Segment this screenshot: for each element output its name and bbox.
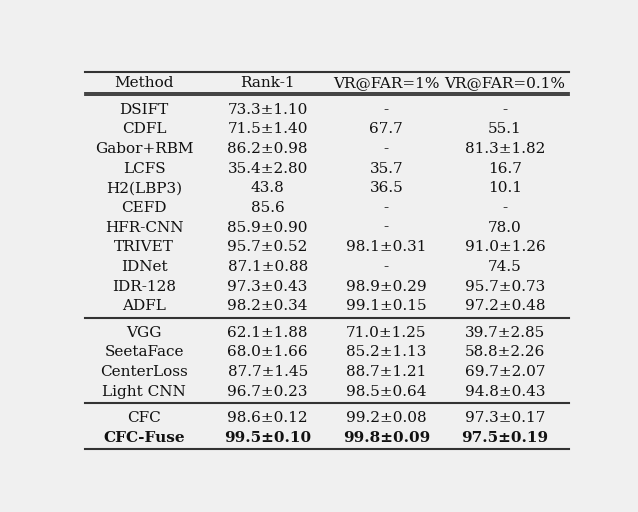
Text: 35.7: 35.7 [369, 162, 403, 176]
Text: 98.1±0.31: 98.1±0.31 [346, 240, 427, 254]
Text: 86.2±0.98: 86.2±0.98 [227, 142, 308, 156]
Text: CFC: CFC [127, 411, 161, 425]
Text: -: - [383, 201, 389, 215]
Text: 97.2±0.48: 97.2±0.48 [464, 299, 545, 313]
Text: -: - [383, 221, 389, 234]
Text: -: - [502, 201, 508, 215]
Text: -: - [502, 102, 508, 117]
Text: SeetaFace: SeetaFace [104, 346, 184, 359]
Text: 55.1: 55.1 [488, 122, 522, 136]
Text: 97.3±0.17: 97.3±0.17 [465, 411, 545, 425]
Text: VR@FAR=0.1%: VR@FAR=0.1% [445, 76, 565, 90]
Text: 68.0±1.66: 68.0±1.66 [227, 346, 308, 359]
Text: 98.6±0.12: 98.6±0.12 [227, 411, 308, 425]
Text: ADFL: ADFL [122, 299, 166, 313]
Text: 74.5: 74.5 [488, 260, 522, 274]
Text: 39.7±2.85: 39.7±2.85 [465, 326, 545, 340]
Text: 98.9±0.29: 98.9±0.29 [346, 280, 427, 293]
Text: -: - [383, 102, 389, 117]
Text: VR@FAR=1%: VR@FAR=1% [333, 76, 440, 90]
Text: 43.8: 43.8 [251, 181, 285, 195]
Text: 71.0±1.25: 71.0±1.25 [346, 326, 427, 340]
Text: LCFS: LCFS [122, 162, 165, 176]
Text: -: - [383, 260, 389, 274]
Text: TRIVET: TRIVET [114, 240, 174, 254]
Text: 36.5: 36.5 [369, 181, 403, 195]
Text: 87.7±1.45: 87.7±1.45 [228, 365, 308, 379]
Text: VGG: VGG [126, 326, 162, 340]
Text: 87.1±0.88: 87.1±0.88 [228, 260, 308, 274]
Text: 85.2±1.13: 85.2±1.13 [346, 346, 426, 359]
Text: CDFL: CDFL [122, 122, 167, 136]
Text: 98.5±0.64: 98.5±0.64 [346, 385, 427, 399]
Text: 62.1±1.88: 62.1±1.88 [227, 326, 308, 340]
Text: HFR-CNN: HFR-CNN [105, 221, 183, 234]
Text: Gabor+RBM: Gabor+RBM [95, 142, 193, 156]
Text: CEFD: CEFD [121, 201, 167, 215]
Text: 97.5±0.19: 97.5±0.19 [461, 431, 549, 445]
Text: 10.1: 10.1 [488, 181, 522, 195]
Text: 95.7±0.73: 95.7±0.73 [465, 280, 545, 293]
Text: 98.2±0.34: 98.2±0.34 [227, 299, 308, 313]
Text: 88.7±1.21: 88.7±1.21 [346, 365, 426, 379]
Text: 73.3±1.10: 73.3±1.10 [228, 102, 308, 117]
Text: 91.0±1.26: 91.0±1.26 [464, 240, 545, 254]
Text: 97.3±0.43: 97.3±0.43 [228, 280, 308, 293]
Text: 95.7±0.52: 95.7±0.52 [228, 240, 308, 254]
Text: 69.7±2.07: 69.7±2.07 [464, 365, 545, 379]
Text: 85.9±0.90: 85.9±0.90 [227, 221, 308, 234]
Text: H2(LBP3): H2(LBP3) [106, 181, 182, 195]
Text: DSIFT: DSIFT [119, 102, 168, 117]
Text: CenterLoss: CenterLoss [100, 365, 188, 379]
Text: Light CNN: Light CNN [102, 385, 186, 399]
Text: 81.3±1.82: 81.3±1.82 [465, 142, 545, 156]
Text: IDR-128: IDR-128 [112, 280, 176, 293]
Text: 99.5±0.10: 99.5±0.10 [224, 431, 311, 445]
Text: 16.7: 16.7 [488, 162, 522, 176]
Text: Rank-1: Rank-1 [241, 76, 295, 90]
Text: 85.6: 85.6 [251, 201, 285, 215]
Text: 96.7±0.23: 96.7±0.23 [227, 385, 308, 399]
Text: 58.8±2.26: 58.8±2.26 [465, 346, 545, 359]
Text: 71.5±1.40: 71.5±1.40 [227, 122, 308, 136]
Text: CFC-Fuse: CFC-Fuse [103, 431, 185, 445]
Text: 67.7: 67.7 [369, 122, 403, 136]
Text: 78.0: 78.0 [488, 221, 522, 234]
Text: -: - [383, 142, 389, 156]
Text: 99.8±0.09: 99.8±0.09 [343, 431, 430, 445]
Text: 35.4±2.80: 35.4±2.80 [228, 162, 308, 176]
Text: 99.2±0.08: 99.2±0.08 [346, 411, 427, 425]
Text: IDNet: IDNet [121, 260, 167, 274]
Text: Method: Method [114, 76, 174, 90]
Text: 94.8±0.43: 94.8±0.43 [464, 385, 545, 399]
Text: 99.1±0.15: 99.1±0.15 [346, 299, 427, 313]
